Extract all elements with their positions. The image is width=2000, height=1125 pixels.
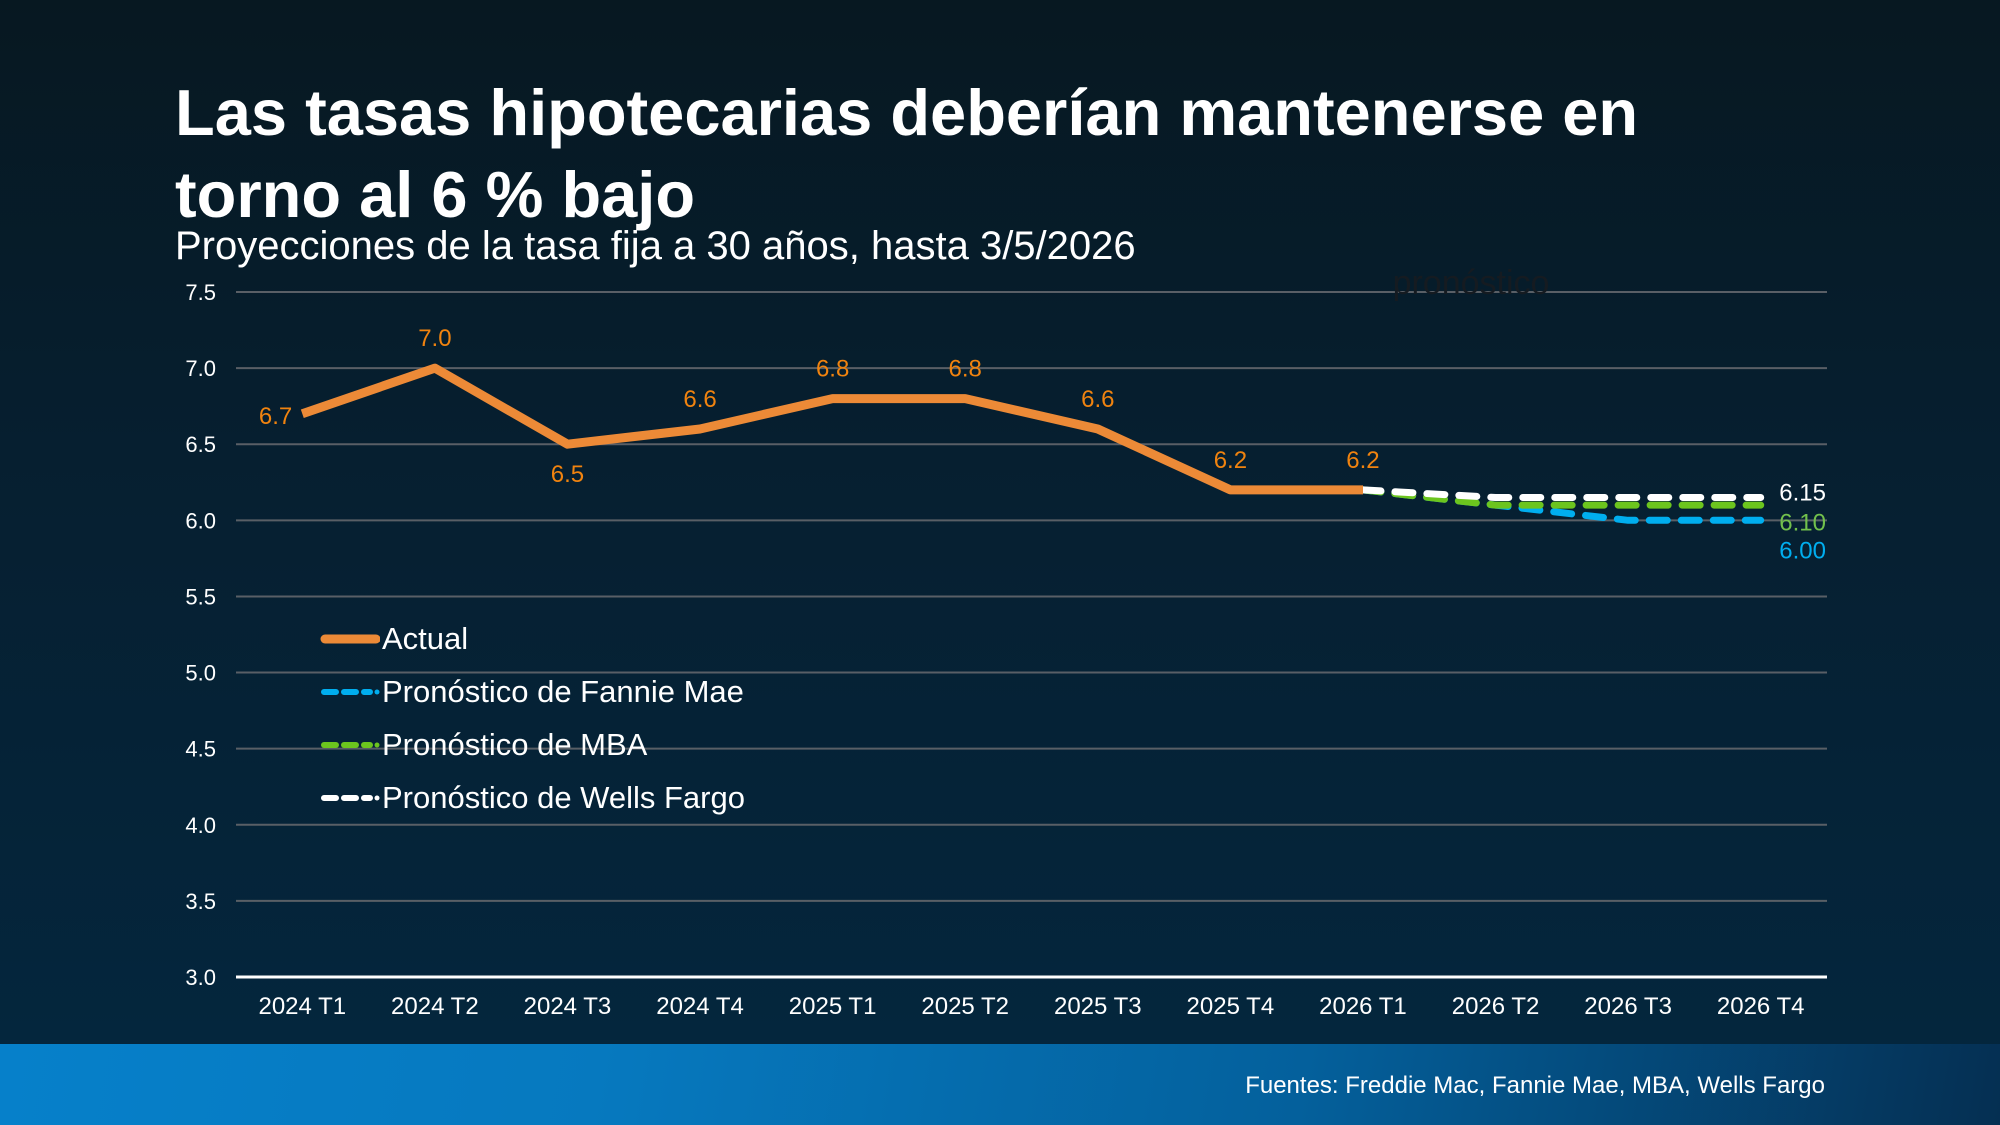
footer-bar: Fuentes: Freddie Mac, Fannie Mae, MBA, W… — [0, 1044, 2000, 1125]
data-label-actual: 6.2 — [1214, 447, 1247, 474]
data-label-actual: 6.6 — [683, 386, 716, 413]
chart-subtitle: Proyecciones de la tasa fija a 30 años, … — [175, 224, 1136, 268]
x-tick-label: 2024 T3 — [524, 993, 612, 1020]
y-tick-label: 5.5 — [185, 584, 216, 609]
series-line-wells — [1359, 486, 1765, 501]
end-label-mba: 6.10 — [1779, 510, 1826, 537]
x-tick-label: 2025 T2 — [921, 993, 1009, 1020]
y-tick-label: 6.0 — [185, 508, 216, 533]
data-label-actual: 6.8 — [949, 356, 982, 383]
y-tick-label: 4.0 — [185, 813, 216, 838]
line-chart: 3.03.54.04.55.05.56.06.57.07.5 2024 T1 20… — [185, 264, 1827, 1020]
legend-swatch-actual — [320, 634, 380, 643]
data-labels: 6.006.10 6.15 6.7 7.0 6.5 6.6 6.8 6.8 6.6 6.2 6.2 — [259, 325, 1826, 564]
legend-label: Pronóstico de Wells Fargo — [382, 779, 745, 815]
x-tick-label: 2026 T2 — [1452, 993, 1540, 1020]
legend-label: Pronóstico de MBA — [382, 726, 648, 762]
y-tick-label: 4.5 — [185, 737, 216, 762]
legend-swatch-fannie — [321, 688, 380, 695]
forecast-annotation: pronóstico — [1393, 264, 1550, 302]
end-label-fannie: 6.00 — [1779, 538, 1826, 565]
series-line-mba — [1359, 486, 1765, 509]
y-tick-label: 7.0 — [185, 356, 216, 381]
legend-swatch-wells — [321, 794, 380, 801]
y-axis-ticks: 3.0 3.5 4.0 4.5 5.0 5.5 6.0 6.5 7.0 7.5 — [185, 280, 216, 990]
legend: Actual Pronóstico de Fannie Mae Pronóstico… — [320, 612, 745, 824]
legend-item-actual: Actual — [320, 612, 745, 665]
y-tick-label: 5.0 — [185, 661, 216, 686]
x-tick-label: 2024 T4 — [656, 993, 744, 1020]
y-tick-label: 7.5 — [185, 280, 216, 305]
data-label-actual: 7.0 — [418, 325, 451, 352]
end-label-wells: 6.15 — [1779, 480, 1826, 507]
legend-item-fannie: Pronóstico de Fannie Mae — [320, 665, 745, 718]
chart-title: Las tasas hipotecarias deberían mantener… — [175, 76, 1639, 231]
data-label-actual: 6.2 — [1346, 447, 1379, 474]
legend-label: Pronóstico de Fannie Mae — [382, 673, 744, 709]
legend-item-wells: Pronóstico de Wells Fargo — [320, 771, 745, 824]
x-tick-label: 2026 T3 — [1584, 993, 1672, 1020]
x-tick-label: 2025 T1 — [789, 993, 877, 1020]
data-label-actual: 6.5 — [551, 461, 584, 488]
sources-text: Fuentes: Freddie Mac, Fannie Mae, MBA, W… — [1245, 1072, 1825, 1099]
series-lines — [300, 363, 1765, 524]
data-label-actual: 6.6 — [1081, 386, 1114, 413]
x-tick-label: 2026 T1 — [1319, 993, 1407, 1020]
series-line-actual — [300, 363, 1363, 495]
y-tick-label: 3.0 — [185, 965, 216, 990]
data-label-actual: 6.8 — [816, 356, 849, 383]
x-tick-label: 2025 T3 — [1054, 993, 1142, 1020]
x-tick-label: 2024 T2 — [391, 993, 479, 1020]
gridlines — [236, 291, 1827, 979]
y-tick-label: 3.5 — [185, 889, 216, 914]
legend-label: Actual — [382, 620, 469, 656]
x-tick-label: 2024 T1 — [258, 993, 346, 1020]
legend-item-mba: Pronóstico de MBA — [320, 718, 745, 771]
data-label-actual: 6.7 — [259, 403, 292, 430]
x-tick-label: 2025 T4 — [1187, 993, 1275, 1020]
legend-swatch-mba — [321, 741, 380, 748]
x-tick-label: 2026 T4 — [1717, 993, 1805, 1020]
y-tick-label: 6.5 — [185, 432, 216, 457]
x-axis-ticks: 2024 T1 2024 T2 2024 T3 2024 T4 2025 T1 2025 … — [258, 993, 1804, 1020]
